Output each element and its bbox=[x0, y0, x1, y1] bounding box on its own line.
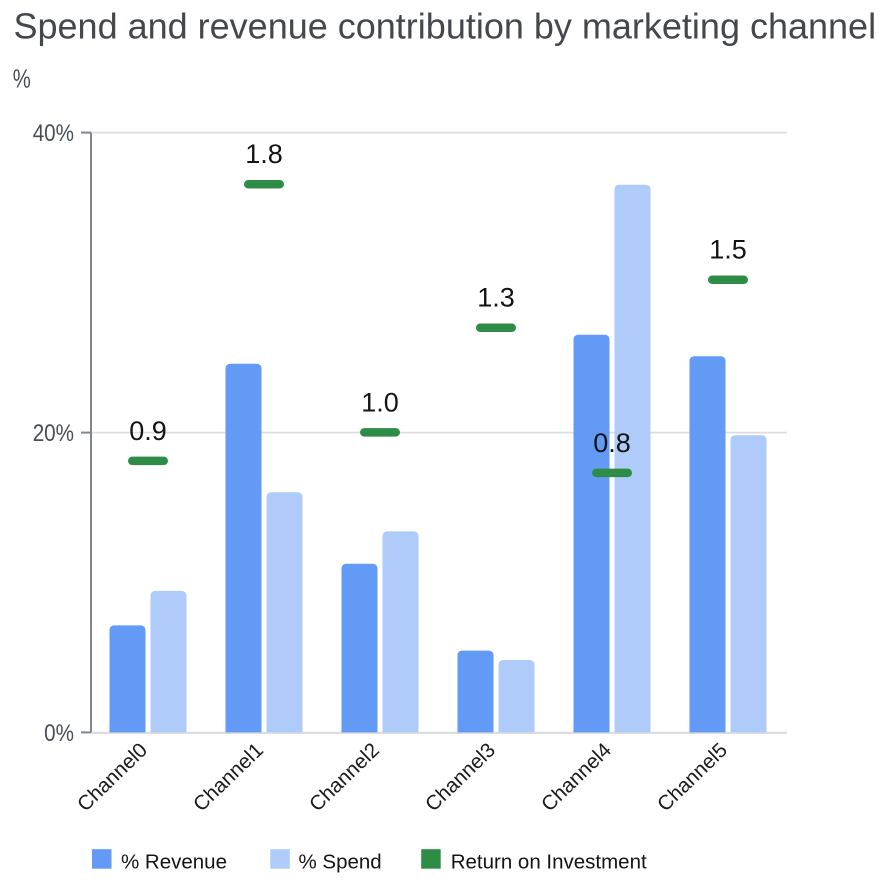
svg-text:1.8: 1.8 bbox=[245, 139, 283, 169]
svg-text:0.9: 0.9 bbox=[129, 416, 167, 446]
svg-text:0%: 0% bbox=[44, 720, 74, 747]
svg-text:Return on Investment: Return on Investment bbox=[451, 850, 647, 873]
svg-text:20%: 20% bbox=[33, 420, 74, 447]
svg-text:1.5: 1.5 bbox=[709, 235, 747, 265]
svg-text:1.3: 1.3 bbox=[477, 283, 515, 313]
svg-text:% Spend: % Spend bbox=[299, 850, 382, 873]
svg-text:40%: 40% bbox=[33, 120, 74, 147]
svg-text:0.8: 0.8 bbox=[593, 428, 631, 458]
svg-text:1.0: 1.0 bbox=[361, 387, 399, 417]
svg-text:Spend and revenue contribution: Spend and revenue contribution by market… bbox=[14, 6, 877, 47]
svg-text:% Revenue: % Revenue bbox=[121, 850, 227, 873]
svg-text:%: % bbox=[13, 64, 31, 93]
